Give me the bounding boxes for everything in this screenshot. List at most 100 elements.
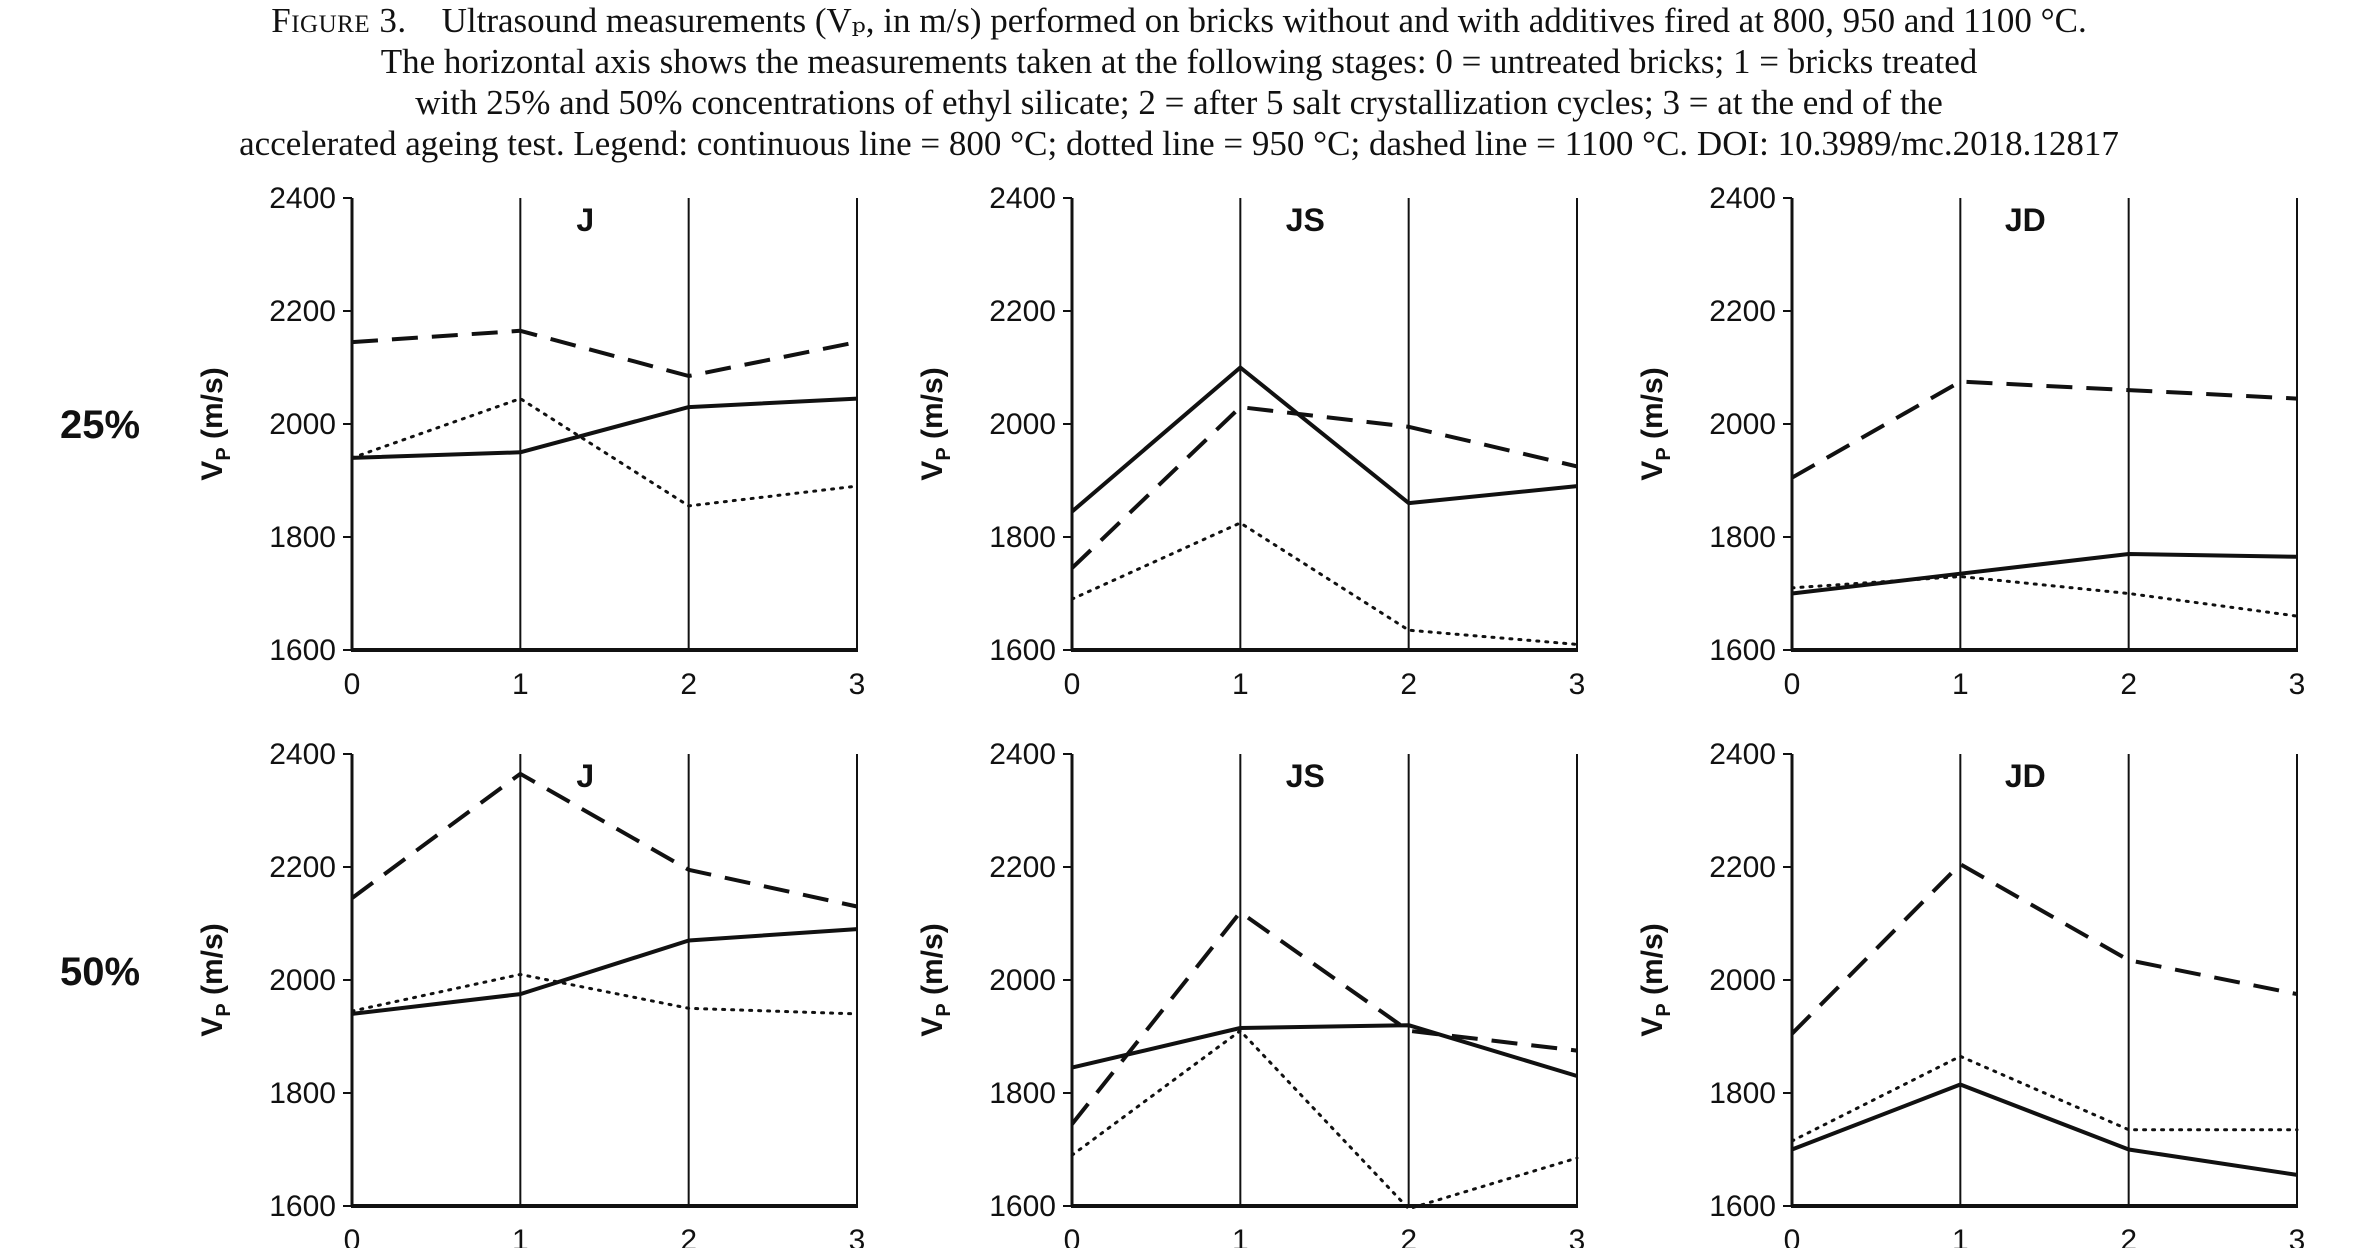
series-line-dashed [1070,910,1578,1126]
y-tick-label: 1600 [989,1190,1056,1223]
y-tick-label: 2000 [269,408,336,441]
caption-line-1: Figure 3. Ultrasound measurements (Vₚ, i… [271,1,2087,40]
y-tick-label: 2000 [1709,964,1776,997]
y-tick-label: 2200 [989,295,1056,328]
figure-caption: Figure 3. Ultrasound measurements (Vₚ, i… [0,0,2358,164]
chart-panel-1: 1600 1800 2000 2200 2400 0 1 2 3 VP (m/s) J [196,182,865,701]
series-line-solid [1070,365,1578,514]
y-axis-label: VP (m/s) [916,923,955,1036]
series-line-solid [1071,1023,1578,1078]
x-tick-label: 2 [2120,668,2137,701]
y-tick-label: 1600 [1709,634,1776,667]
x-tick-label: 3 [1569,668,1586,701]
series-line-dotted [1070,521,1579,646]
y-tick-label: 2200 [269,295,336,328]
chart-panel-6: 1600 1800 2000 2200 2400 0 1 2 3 VP (m/s) JD [1636,738,2305,1248]
x-tick-label: 1 [512,1224,529,1248]
y-tick-label: 2400 [269,182,336,215]
series-line-dotted [350,397,859,508]
y-tick-label: 2200 [989,851,1056,884]
figure-label: Figure 3. [271,1,407,40]
y-tick-label: 2200 [1709,851,1776,884]
y-tick-label: 1600 [269,634,336,667]
series-line-dashed [350,771,858,909]
y-tick-label: 2400 [269,738,336,771]
x-tick-label: 0 [344,668,361,701]
x-tick-label: 0 [344,1224,361,1248]
y-tick-label: 2400 [1709,182,1776,215]
y-tick-label: 1600 [1709,1190,1776,1223]
y-tick-label: 2400 [989,738,1056,771]
y-axis-label: VP (m/s) [196,367,235,480]
row-label-25: 25% [60,403,140,447]
series-line-dotted [350,972,859,1016]
x-tick-label: 2 [2120,1224,2137,1248]
y-tick-label: 2400 [989,182,1056,215]
x-tick-label: 3 [2289,668,2306,701]
row-label-50: 50% [60,950,140,994]
chart-panel-2: 1600 1800 2000 2200 2400 0 1 2 3 VP (m/s) JS [916,182,1585,701]
series-line-dashed [1790,862,2298,1036]
series-line-dotted [1790,1054,2299,1143]
caption-line-4: accelerated ageing test. Legend: continu… [239,124,2119,163]
x-tick-label: 0 [1784,668,1801,701]
y-tick-label: 2000 [269,964,336,997]
x-tick-label: 1 [512,668,529,701]
y-axis-label: VP (m/s) [196,923,235,1036]
series-line-dotted [1070,1029,1579,1211]
y-tick-label: 1800 [269,1077,336,1110]
series-line-dashed [1070,405,1578,570]
y-tick-label: 1800 [989,521,1056,554]
panel-title: JS [1286,202,1325,238]
x-tick-label: 2 [680,668,697,701]
y-tick-label: 2000 [989,408,1056,441]
series-line-dashed [1791,379,2298,480]
series-line-solid [1791,552,2298,596]
y-tick-label: 1600 [269,1190,336,1223]
series-line-solid [1791,1082,2298,1177]
series-line-solid [351,396,858,460]
y-tick-label: 1800 [989,1077,1056,1110]
x-tick-label: 3 [849,668,866,701]
chart-panel-5: 1600 1800 2000 2200 2400 0 1 2 3 VP (m/s) JS [916,738,1585,1248]
panel-title: JS [1286,758,1325,794]
chart-panel-4: 1600 1800 2000 2200 2400 0 1 2 3 VP (m/s) J [196,738,865,1248]
y-tick-label: 2000 [1709,408,1776,441]
x-tick-label: 3 [2289,1224,2306,1248]
series-line-dashed [351,328,858,378]
x-tick-label: 2 [1400,1224,1417,1248]
x-tick-label: 0 [1784,1224,1801,1248]
x-tick-label: 2 [680,1224,697,1248]
x-tick-label: 3 [1569,1224,1586,1248]
x-tick-label: 3 [849,1224,866,1248]
panel-title: JD [2005,202,2046,238]
y-tick-label: 2200 [1709,295,1776,328]
x-tick-label: 2 [1400,668,1417,701]
y-axis-label: VP (m/s) [1636,367,1675,480]
caption-line-3: with 25% and 50% concentrations of ethyl… [415,83,1943,122]
x-tick-label: 1 [1232,668,1249,701]
panel-title: J [576,202,594,238]
y-axis-label: VP (m/s) [916,367,955,480]
y-axis-label: VP (m/s) [1636,923,1675,1036]
y-tick-label: 1800 [1709,1077,1776,1110]
y-tick-label: 2200 [269,851,336,884]
x-tick-label: 0 [1064,1224,1081,1248]
y-tick-label: 1600 [989,634,1056,667]
panel-title: JD [2005,758,2046,794]
y-tick-label: 1800 [1709,521,1776,554]
series-line-solid [351,927,858,1016]
x-tick-label: 0 [1064,668,1081,701]
chart-panel-3: 1600 1800 2000 2200 2400 0 1 2 3 VP (m/s) JD [1636,182,2305,701]
x-tick-label: 1 [1232,1224,1249,1248]
x-tick-label: 1 [1952,1224,1969,1248]
panel-title: J [576,758,594,794]
series-line-dotted [1790,575,2299,618]
caption-line-2: The horizontal axis shows the measuremen… [380,42,1978,81]
x-tick-label: 1 [1952,668,1969,701]
y-tick-label: 1800 [269,521,336,554]
y-tick-label: 2000 [989,964,1056,997]
y-tick-label: 2400 [1709,738,1776,771]
